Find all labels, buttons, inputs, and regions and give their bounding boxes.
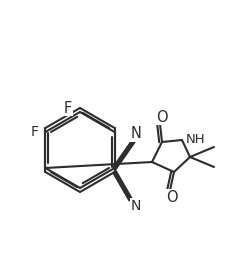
Text: F: F bbox=[64, 101, 72, 115]
Text: F: F bbox=[30, 125, 38, 139]
Text: O: O bbox=[166, 190, 178, 205]
Text: O: O bbox=[156, 109, 168, 125]
Text: NH: NH bbox=[186, 133, 206, 146]
Text: N: N bbox=[130, 126, 141, 141]
Text: N: N bbox=[131, 199, 141, 213]
